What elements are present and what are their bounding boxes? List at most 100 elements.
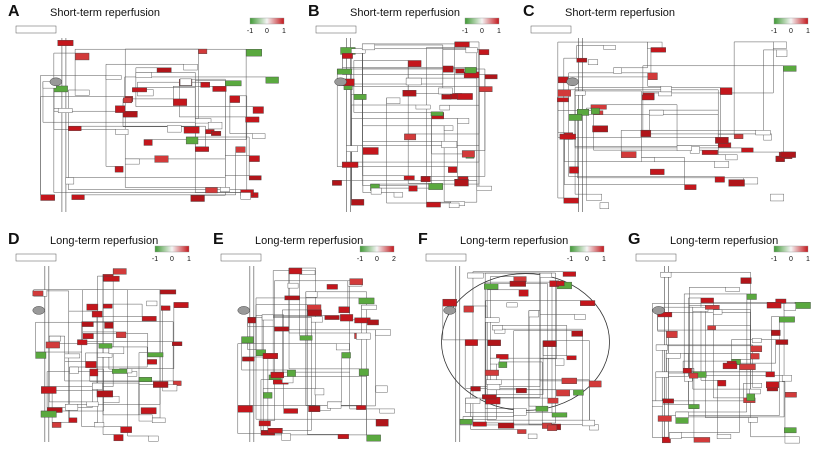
pathway-edge: [564, 132, 715, 162]
gene-box: [198, 48, 208, 54]
gene-box: [535, 405, 549, 412]
gene-box: [574, 90, 586, 96]
pathway-edge: [40, 75, 106, 195]
gene-box: [688, 404, 700, 409]
gene-box: [341, 161, 359, 168]
gene-box: [240, 192, 251, 200]
gene-box: [669, 432, 682, 439]
pathway-edge: [484, 283, 549, 399]
gene-box: [262, 392, 273, 399]
gene-box: [342, 53, 353, 59]
pathway-edge: [692, 307, 783, 376]
gene-box: [794, 302, 811, 309]
gene-box: [666, 330, 678, 338]
pathway-edge: [237, 343, 337, 406]
gene-box: [555, 358, 565, 366]
gene-box: [781, 375, 792, 382]
gene-box: [237, 405, 253, 413]
gene-box: [148, 435, 159, 442]
panel-title: Long-term reperfusion: [460, 235, 568, 247]
gene-box: [40, 410, 57, 418]
pathway-edge: [675, 393, 747, 413]
pathway-edge: [539, 273, 590, 382]
pathway-header: [530, 25, 572, 34]
gene-box: [156, 67, 172, 73]
gene-box: [516, 388, 527, 394]
gene-box: [68, 417, 78, 423]
pathway-edge: [661, 376, 685, 438]
pathway-edge: [282, 309, 308, 377]
pathway-edge: [274, 280, 348, 327]
gene-box: [779, 316, 795, 323]
gene-box: [225, 80, 242, 87]
gene-box: [41, 386, 57, 394]
pathway-edge: [68, 126, 241, 190]
gene-box: [245, 116, 260, 123]
pathway-edge: [336, 69, 449, 167]
gene-box: [655, 371, 669, 378]
gene-box: [64, 353, 81, 359]
pathway-edge: [351, 104, 416, 200]
pathway-edge: [81, 321, 121, 427]
pathway-edge: [46, 371, 128, 408]
scale-label: 2: [392, 256, 396, 263]
pathway-edge: [337, 68, 486, 75]
gene-box: [125, 158, 140, 165]
pathway-edge: [225, 80, 250, 176]
gene-box: [135, 72, 152, 78]
scale-label: 0: [480, 28, 484, 35]
gene-box: [147, 352, 164, 358]
gene-box: [281, 433, 291, 441]
gene-box: [556, 389, 570, 397]
color-scale: [773, 245, 809, 253]
gene-box: [340, 314, 354, 322]
gene-box: [693, 437, 711, 443]
gene-box: [586, 193, 602, 201]
pathway-edge: [353, 60, 409, 95]
pathway-edge: [593, 110, 703, 151]
gene-box: [351, 199, 365, 206]
pathway-edge: [68, 89, 76, 127]
pathway-edge: [682, 360, 728, 369]
pathway-edge: [771, 316, 780, 331]
gene-box: [270, 371, 285, 379]
gene-box: [746, 293, 757, 300]
scale-label: -1: [771, 256, 777, 263]
pathway-edge: [229, 95, 248, 193]
gene-box: [105, 75, 122, 80]
gene-box: [587, 59, 599, 65]
pathway-edge: [470, 273, 541, 387]
gene-box: [370, 187, 382, 195]
gene-box: [92, 382, 103, 390]
gene-box: [739, 363, 756, 370]
pathway-header: [15, 25, 57, 34]
pathway-edge: [658, 316, 780, 416]
gene-box: [647, 72, 658, 80]
gene-box: [722, 362, 738, 370]
color-scale: [249, 17, 285, 25]
gene-box: [577, 109, 590, 116]
pathway-edge: [743, 383, 753, 398]
gene-box: [420, 176, 431, 183]
gene-box: [356, 332, 371, 340]
gene-box: [484, 74, 498, 80]
pathway-edge: [53, 52, 76, 86]
gene-box: [341, 352, 351, 359]
gene-box: [140, 407, 157, 415]
pathway-edge: [229, 95, 253, 134]
gene-box: [725, 287, 740, 292]
gene-box: [485, 317, 500, 323]
gene-box: [160, 305, 171, 311]
gene-box: [324, 315, 340, 320]
gene-box: [229, 95, 240, 103]
gene-box: [287, 369, 296, 377]
gene-box: [162, 384, 178, 392]
gene-box: [592, 125, 608, 133]
pathway-edge: [105, 63, 184, 76]
gene-box: [441, 94, 452, 100]
scale-label: 0: [375, 256, 379, 263]
pathway-edge: [700, 297, 718, 381]
pathway-edge: [775, 65, 784, 157]
gene-box: [478, 49, 490, 56]
panel-title: Long-term reperfusion: [255, 235, 363, 247]
